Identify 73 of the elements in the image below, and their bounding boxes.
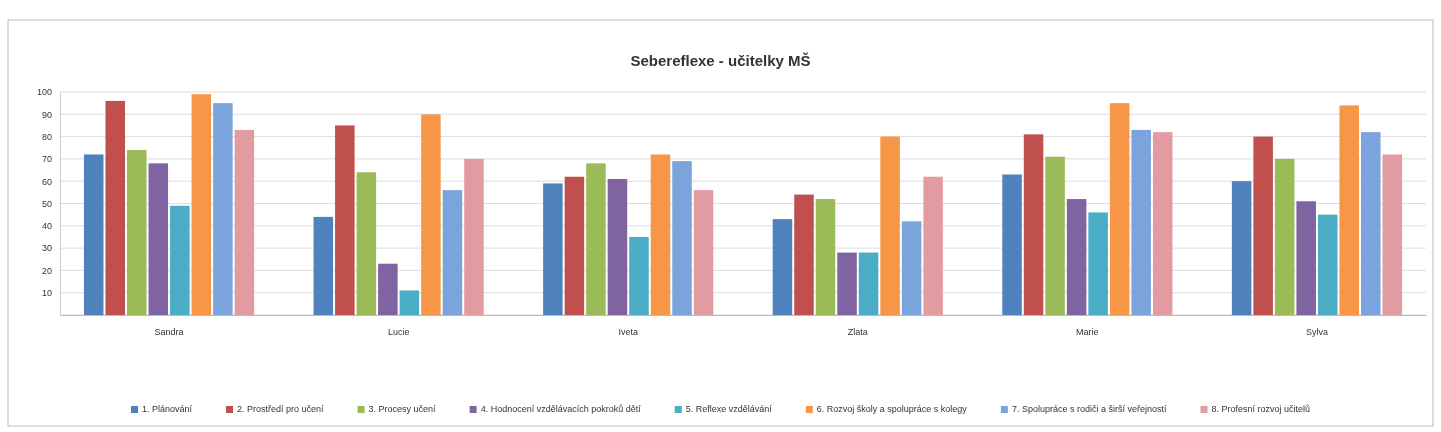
x-tick-label: Marie: [1076, 327, 1099, 338]
bar: [1066, 199, 1087, 315]
y-tick-label: 20: [41, 265, 52, 276]
bar: [1002, 174, 1022, 315]
bar: [543, 183, 563, 315]
bar: [399, 290, 420, 315]
bar: [213, 103, 233, 315]
bar: [1152, 132, 1173, 315]
bar: [923, 176, 943, 315]
x-tick-label: Lucie: [387, 327, 410, 338]
y-tick-label: 70: [41, 154, 52, 165]
bar: [1253, 136, 1273, 315]
x-tick-label: Iveta: [618, 327, 638, 338]
bar: [1109, 103, 1130, 315]
bar: [148, 163, 169, 315]
chart-title: Sebereflexe - učitelky MŠ: [630, 52, 811, 69]
legend-label: 6. Rozvoj školy a spolupráce s kolegy: [816, 404, 968, 414]
bar: [607, 178, 628, 315]
y-tick-label: 10: [41, 288, 52, 299]
bar: [1131, 129, 1151, 315]
bar: [313, 216, 334, 315]
bar: [378, 263, 398, 315]
y-tick-label: 40: [41, 221, 52, 232]
bar: [586, 163, 606, 315]
legend-label: 3. Procesy učení: [368, 404, 437, 414]
bar: [170, 205, 190, 315]
bar: [127, 149, 147, 315]
legend-label: 4. Hodnocení vzdělávacích pokroků dětí: [480, 404, 642, 414]
bar: [191, 94, 212, 315]
bar: [564, 176, 585, 315]
bar: [815, 199, 836, 315]
x-tick-label: Zlata: [847, 327, 868, 338]
y-tick-label: 30: [41, 243, 52, 254]
bar: [772, 219, 793, 315]
bar: [234, 129, 255, 315]
bar: [1088, 212, 1108, 315]
x-tick-label: Sandra: [154, 327, 184, 338]
y-tick-label: 50: [41, 198, 52, 209]
bar: [672, 161, 692, 315]
bar: [629, 236, 649, 315]
legend-label: 1. Plánování: [141, 404, 193, 414]
legend-label: 2. Prostředí pro učení: [237, 404, 325, 414]
bar: [1045, 156, 1065, 315]
bar: [442, 190, 463, 315]
bar: [335, 125, 355, 315]
y-tick-label: 60: [41, 176, 52, 187]
bar: [858, 252, 879, 315]
bar: [356, 172, 377, 315]
bar: [1296, 201, 1316, 315]
bar: [1339, 105, 1359, 315]
y-tick-label: 80: [41, 131, 52, 142]
y-tick-label: 100: [36, 87, 52, 98]
y-tick-label: 90: [41, 109, 52, 120]
legend-label: 7. Spolupráce s rodiči a širší veřejností: [1011, 404, 1167, 414]
bar: [1023, 134, 1044, 315]
bar: [1361, 132, 1381, 315]
legend-label: 8. Profesní rozvoj učitelů: [1211, 404, 1311, 414]
bar: [105, 100, 125, 315]
bar: [837, 252, 857, 315]
bar: [650, 154, 671, 315]
bar: [1317, 214, 1338, 315]
bar: [1231, 181, 1252, 315]
bar: [464, 158, 484, 315]
legend-label: 5. Reflexe vzdělávání: [685, 404, 773, 414]
bar: [83, 154, 104, 315]
x-tick-label: Sylva: [1305, 327, 1328, 338]
bar: [880, 136, 900, 315]
bar: [693, 190, 714, 315]
bar: [794, 194, 814, 315]
bar: [421, 114, 441, 315]
bar: [1274, 158, 1295, 315]
bar: [901, 221, 922, 315]
bar: [1382, 154, 1403, 315]
